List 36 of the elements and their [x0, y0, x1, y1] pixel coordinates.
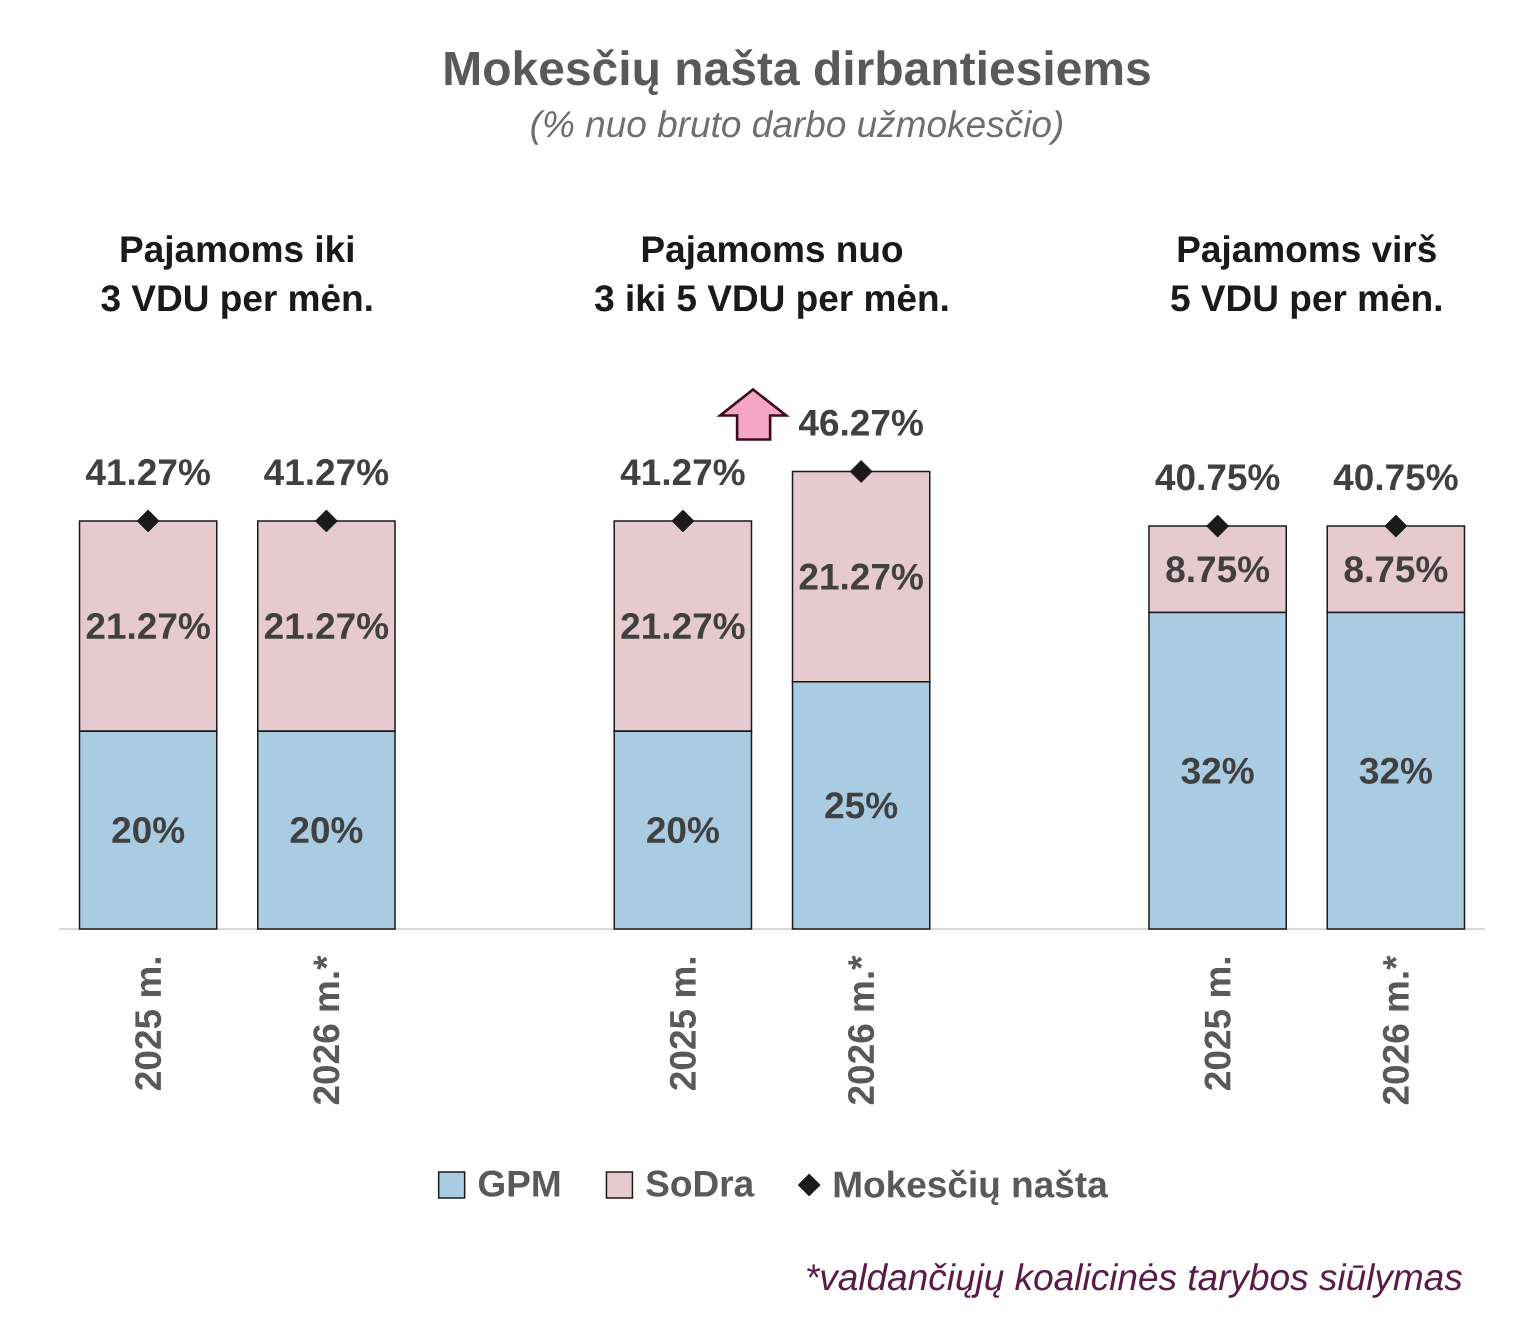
- legend-label: SoDra: [646, 1170, 755, 1197]
- data-label: 40.75%: [1333, 464, 1458, 491]
- data-label: 21.27%: [264, 613, 389, 640]
- x-tick-label: 2026 m.*: [313, 955, 340, 1105]
- text: Mokesčių našta dirbantiesiems: [445, 49, 1150, 95]
- data-label: 41.27%: [620, 459, 745, 486]
- x-tick-label: 2025 m.: [135, 957, 162, 1090]
- annotation: 3 VDU per mėn.: [101, 284, 372, 319]
- data-label: 21.27%: [86, 613, 210, 640]
- data-label: 20%: [647, 817, 719, 844]
- data-label: 46.27%: [798, 409, 923, 436]
- data-label: 32%: [1359, 757, 1432, 784]
- annotation: 5 VDU per mėn.: [1171, 284, 1441, 319]
- legend-label: GPM: [478, 1170, 560, 1197]
- annotation: 3 iki 5 VDU per mėn.: [594, 284, 948, 319]
- annotation: Pajamoms virš: [1178, 234, 1436, 270]
- data-label: 8.75%: [1166, 556, 1270, 583]
- text: (% nuo bruto darbo užmokesčio): [531, 110, 1063, 145]
- text: *valdančiųjų koalicinės tarybos siūlymas: [807, 1263, 1463, 1298]
- data-label: 20%: [112, 817, 185, 844]
- legend-label: Mokesčių našta: [834, 1169, 1108, 1205]
- data-label: 21.27%: [799, 563, 923, 590]
- data-label: 25%: [825, 792, 898, 819]
- data-label: 8.75%: [1344, 556, 1448, 583]
- x-tick-label: 2025 m.: [669, 957, 696, 1090]
- data-label: 40.75%: [1155, 464, 1280, 491]
- annotation: Pajamoms nuo: [642, 235, 903, 270]
- x-tick-label: 2026 m.*: [848, 955, 875, 1105]
- data-label: 32%: [1181, 757, 1254, 784]
- data-label: 20%: [290, 817, 363, 844]
- annotation: Pajamoms iki: [121, 235, 353, 270]
- data-label: 41.27%: [264, 459, 389, 486]
- x-tick-label: 2026 m.*: [1382, 955, 1409, 1105]
- data-label: 41.27%: [85, 459, 210, 486]
- x-tick-label: 2025 m.: [1204, 957, 1231, 1090]
- data-label: 21.27%: [621, 613, 745, 640]
